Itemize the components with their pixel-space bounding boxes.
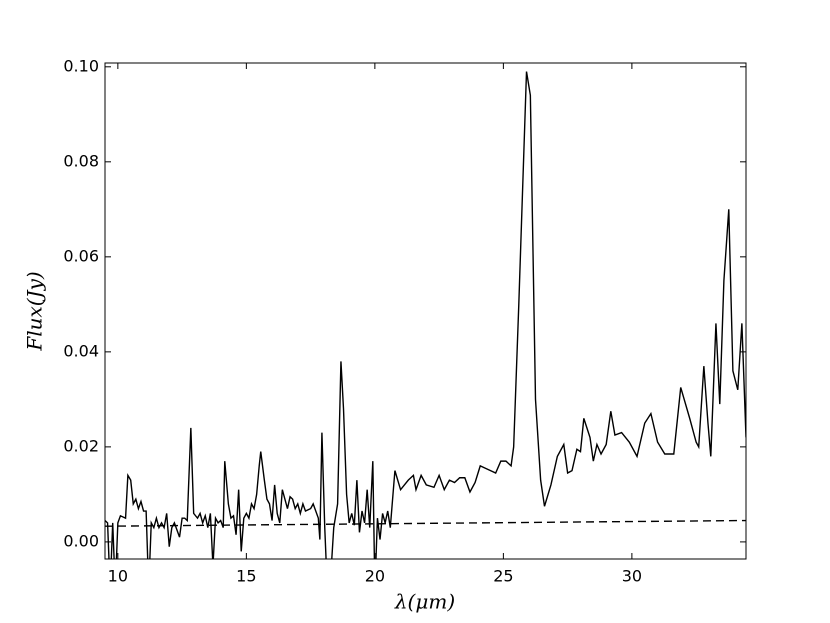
x-axis-label: λ(μm) xyxy=(394,590,455,614)
x-tick-label: 10 xyxy=(108,567,128,586)
y-tick-label: 0.10 xyxy=(63,56,99,75)
y-tick-label: 0.02 xyxy=(63,436,99,455)
y-axis-label: Flux(Jy) xyxy=(23,271,47,351)
data-line xyxy=(105,519,746,527)
y-tick-label: 0.04 xyxy=(63,341,99,360)
y-tick-label: 0.06 xyxy=(63,246,99,265)
plot-frame xyxy=(104,62,747,560)
y-tick-label: 0.00 xyxy=(63,531,99,550)
x-tick-label: 15 xyxy=(236,567,256,586)
x-tick-label: 30 xyxy=(622,567,642,586)
x-tick-label: 25 xyxy=(493,567,513,586)
data-line xyxy=(105,71,746,559)
x-tick-label: 20 xyxy=(365,567,385,586)
y-tick-label: 0.08 xyxy=(63,151,99,170)
